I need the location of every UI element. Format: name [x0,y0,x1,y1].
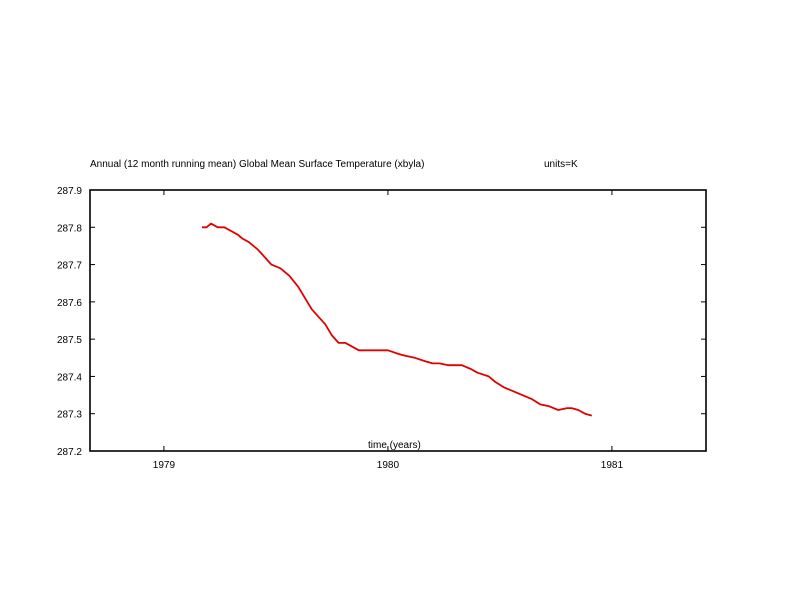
units-label: units=K [544,159,578,170]
x-tick-label: 1981 [601,460,624,471]
x-tick-label: 1979 [153,460,176,471]
chart-title: Annual (12 month running mean) Global Me… [90,159,425,170]
series-layer [202,222,593,417]
y-tick-label: 287.3 [57,410,82,421]
x-axis-label: time (years) [368,440,421,451]
plot-frame [89,189,707,452]
temperature-series-line [202,222,593,417]
y-tick-label: 287.9 [57,186,82,197]
y-tick-label: 287.2 [57,447,82,458]
y-axis: 287.2 287.3 287.4 287.5 287.6 287.7 287.8 287.9 [57,186,706,458]
x-tick-label: 1980 [377,460,400,471]
y-tick-label: 287.6 [57,298,82,309]
y-tick-label: 287.5 [57,335,82,346]
y-tick-label: 287.4 [57,372,82,383]
y-tick-label: 287.8 [57,223,82,234]
x-axis: 1979 1980 1981 [153,190,624,471]
y-tick-label: 287.7 [57,261,82,272]
